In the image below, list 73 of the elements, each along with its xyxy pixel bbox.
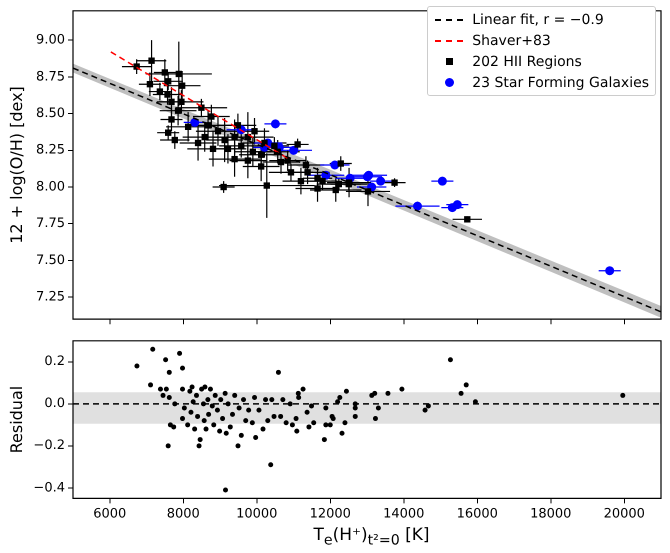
y-tick-label: 8.75 [36, 69, 65, 84]
point [156, 88, 164, 95]
x-tick-label: 6000 [93, 506, 126, 522]
point [184, 124, 192, 130]
point [288, 169, 294, 176]
point [251, 128, 258, 134]
y-axis-title: Residual [6, 386, 26, 454]
y-tick-label: 7.25 [36, 290, 65, 305]
x-tick-label: 14000 [383, 506, 424, 522]
point [319, 178, 326, 184]
point [224, 146, 232, 152]
point [165, 130, 172, 136]
legend-label: Shaver+83 [472, 32, 551, 48]
point [234, 122, 242, 129]
x-tick-label: 18000 [530, 506, 572, 522]
point [452, 200, 462, 210]
point [221, 136, 228, 144]
point [146, 81, 154, 88]
point [264, 182, 270, 189]
point [178, 98, 185, 106]
point [332, 186, 339, 194]
point [162, 69, 168, 76]
point [391, 179, 398, 186]
y-tick-label: 0.2 [44, 354, 65, 370]
point [148, 58, 155, 64]
point [271, 142, 278, 150]
point [298, 178, 304, 184]
x-tick-label: 8000 [166, 506, 200, 522]
point [168, 98, 175, 106]
y-tick-label: −0.4 [33, 480, 65, 496]
x-tick-label: 20000 [604, 506, 645, 522]
x-tick-label: 10000 [236, 506, 278, 522]
point [464, 216, 470, 223]
x-axis-title: T$_{e}$(H⁺)$_{t²=0}$ [K] [312, 525, 431, 550]
point [258, 163, 264, 170]
point [208, 113, 215, 120]
point [231, 156, 238, 162]
y-axis-title: 12 + log(O/H) [dex] [6, 86, 26, 244]
point [178, 82, 186, 89]
y-tick-label: −0.2 [33, 438, 65, 454]
y-tick-label: 8.00 [36, 179, 65, 194]
y-tick-label: 8.50 [36, 106, 65, 121]
x-tick-label: 16000 [456, 506, 498, 522]
point [294, 141, 301, 148]
point [244, 157, 252, 164]
legend-label: 202 HII Regions [472, 54, 582, 70]
legend-label: 23 Star Forming Galaxies [472, 74, 649, 90]
point [304, 169, 311, 176]
legend-label: Linear fit, r = −0.9 [472, 12, 604, 28]
point [336, 180, 342, 188]
point [605, 266, 614, 276]
y-tick-label: 7.50 [36, 252, 65, 268]
point [210, 146, 216, 152]
point [165, 78, 172, 84]
x-tick-label: 12000 [310, 506, 351, 522]
point [231, 134, 238, 140]
y-tick-label: 7.75 [36, 216, 65, 232]
point [376, 176, 386, 186]
y-tick-label: 8.25 [36, 142, 65, 158]
point [172, 136, 178, 144]
point [214, 128, 222, 134]
point [220, 184, 227, 190]
point [258, 152, 264, 158]
point [176, 70, 182, 78]
point [338, 160, 344, 167]
point [250, 148, 256, 155]
point [438, 176, 447, 186]
point [284, 157, 291, 164]
y-tick-label: 9.00 [36, 32, 65, 48]
point [202, 134, 208, 140]
point [238, 142, 244, 150]
point [289, 146, 298, 155]
y-tick-label: 0.0 [44, 396, 65, 412]
